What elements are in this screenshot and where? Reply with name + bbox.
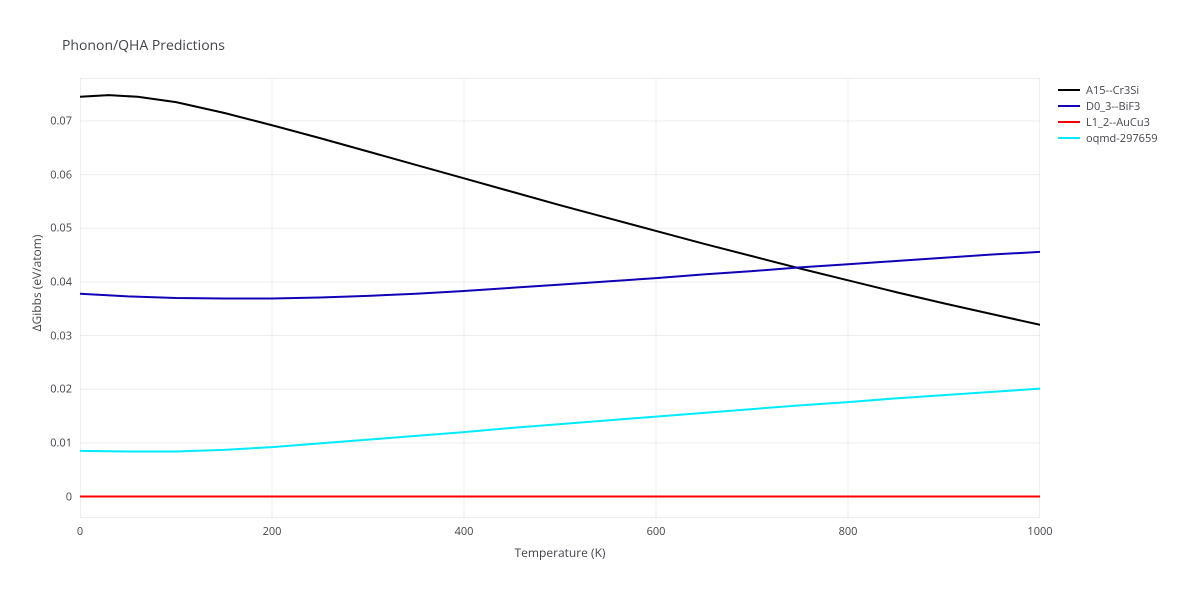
- y-tick-label: 0.07: [42, 113, 72, 128]
- x-axis-label: Temperature (K): [500, 544, 620, 561]
- legend-label: L1_2--AuCu3: [1086, 115, 1150, 130]
- legend: A15--Cr3SiD0_3--BiF3L1_2--AuCu3oqmd-2976…: [1058, 82, 1158, 146]
- legend-label: D0_3--BiF3: [1086, 99, 1140, 114]
- legend-label: A15--Cr3Si: [1086, 83, 1139, 98]
- y-tick-label: 0.05: [42, 221, 72, 236]
- x-tick-label: 200: [263, 524, 282, 539]
- legend-item[interactable]: oqmd-297659: [1058, 130, 1158, 146]
- legend-swatch: [1058, 137, 1080, 139]
- chart-title: Phonon/QHA Predictions: [62, 36, 225, 55]
- x-tick-label: 400: [455, 524, 474, 539]
- y-tick-label: 0.06: [42, 167, 72, 182]
- y-tick-label: 0.01: [42, 435, 72, 450]
- x-tick-label: 1000: [1027, 524, 1052, 539]
- y-tick-label: 0: [42, 489, 72, 504]
- series-line[interactable]: [80, 95, 1040, 325]
- x-tick-label: 600: [647, 524, 666, 539]
- plot-area: [80, 78, 1040, 518]
- y-tick-label: 0.03: [42, 328, 72, 343]
- legend-item[interactable]: D0_3--BiF3: [1058, 98, 1158, 114]
- x-tick-label: 800: [839, 524, 858, 539]
- y-tick-label: 0.04: [42, 274, 72, 289]
- y-tick-label: 0.02: [42, 382, 72, 397]
- legend-label: oqmd-297659: [1086, 131, 1158, 146]
- x-tick-label: 0: [77, 524, 83, 539]
- legend-swatch: [1058, 121, 1080, 123]
- legend-item[interactable]: A15--Cr3Si: [1058, 82, 1158, 98]
- series-line[interactable]: [80, 389, 1040, 452]
- legend-item[interactable]: L1_2--AuCu3: [1058, 114, 1158, 130]
- legend-swatch: [1058, 89, 1080, 91]
- legend-swatch: [1058, 105, 1080, 107]
